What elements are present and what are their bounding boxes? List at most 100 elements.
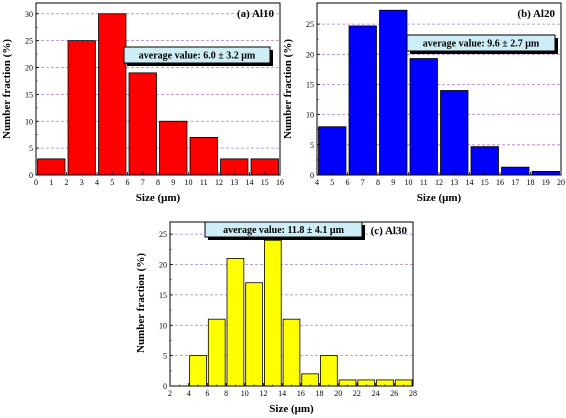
annotation-box xyxy=(123,46,271,64)
x-axis-label: Size (μm) xyxy=(136,192,181,204)
x-tick-label: 2 xyxy=(65,178,69,187)
x-tick-label: 22 xyxy=(353,389,361,398)
y-tick-label: 20 xyxy=(306,50,314,59)
y-tick-label: 10 xyxy=(306,111,314,120)
x-tick-label: 6 xyxy=(126,178,130,187)
x-tick-label: 2 xyxy=(168,389,172,398)
bar xyxy=(207,318,226,387)
bar xyxy=(320,355,338,387)
x-tick-label: 8 xyxy=(224,389,228,398)
bar xyxy=(318,126,347,176)
x-tick-label: 7 xyxy=(361,178,365,187)
bar xyxy=(470,146,499,176)
bar xyxy=(98,13,127,176)
x-tick-label: 6 xyxy=(205,389,209,398)
y-tick-label: 10 xyxy=(159,321,167,330)
bar xyxy=(301,373,320,387)
bar xyxy=(440,90,469,176)
x-tick-label: 5 xyxy=(330,178,334,187)
bar xyxy=(245,282,263,387)
y-tick-label: 15 xyxy=(159,291,167,300)
y-tick-label: 25 xyxy=(159,230,167,239)
bar xyxy=(159,120,188,176)
bar xyxy=(409,58,438,176)
panel-a-chart: 0 1 2 3 4 5 6 7 8 9 10 11 12 13 14 15 16051015202530Size… xyxy=(1,2,284,204)
average-value-annotation: average value: 9.6 ± 2.7 μm xyxy=(423,39,540,50)
average-value-annotation: average value: 11.8 ± 4.1 μm xyxy=(223,225,345,236)
x-tick-label: 13 xyxy=(230,178,238,187)
x-tick-label: 0 xyxy=(34,178,38,187)
panel-label: (c) Al30 xyxy=(371,225,408,237)
x-tick-label: 13 xyxy=(450,178,458,187)
x-tick-label: 18 xyxy=(527,178,535,187)
x-tick-label: 11 xyxy=(420,178,428,187)
y-tick-label: 15 xyxy=(25,90,33,99)
panel-label: (b) Al20 xyxy=(517,8,555,20)
x-tick-label: 14 xyxy=(466,178,474,187)
x-tick-label: 16 xyxy=(496,178,504,187)
bar xyxy=(189,136,218,176)
x-tick-label: 3 xyxy=(80,178,84,187)
x-tick-label: 4 xyxy=(315,178,319,187)
x-tick-label: 10 xyxy=(185,178,193,187)
y-tick-label: 5 xyxy=(310,141,314,150)
y-axis-label: Number fraction (%) xyxy=(135,253,147,353)
x-tick-label: 17 xyxy=(511,178,519,187)
bar xyxy=(189,355,207,387)
y-tick-label: 20 xyxy=(25,64,33,73)
y-tick-label: 0 xyxy=(310,171,314,180)
bar xyxy=(282,318,301,387)
annotation-box xyxy=(204,221,363,238)
bar xyxy=(379,9,408,176)
y-axis-label: Number fraction (%) xyxy=(1,39,13,139)
bar xyxy=(263,239,282,387)
bar xyxy=(128,72,157,176)
y-tick-label: 0 xyxy=(163,382,167,391)
x-tick-label: 12 xyxy=(215,178,223,187)
x-tick-label: 16 xyxy=(297,389,305,398)
x-tick-label: 28 xyxy=(409,389,417,398)
x-tick-label: 11 xyxy=(200,178,208,187)
average-value-annotation: average value: 6.0 ± 3.2 μm xyxy=(139,51,256,62)
y-tick-label: 20 xyxy=(159,261,167,270)
bar xyxy=(348,25,377,176)
x-tick-label: 16 xyxy=(276,178,284,187)
y-tick-label: 25 xyxy=(25,37,33,46)
x-tick-label: 6 xyxy=(346,178,350,187)
bar xyxy=(67,40,96,176)
y-axis-label: Number fraction (%) xyxy=(282,39,294,139)
panel-label: (a) Al10 xyxy=(237,8,274,20)
x-tick-label: 12 xyxy=(435,178,443,187)
x-tick-label: 9 xyxy=(391,178,395,187)
x-tick-label: 8 xyxy=(376,178,380,187)
annotation-box xyxy=(406,34,556,52)
x-tick-label: 10 xyxy=(405,178,413,187)
x-tick-label: 15 xyxy=(261,178,269,187)
x-tick-label: 26 xyxy=(390,389,398,398)
x-tick-label: 14 xyxy=(278,389,286,398)
bar xyxy=(226,258,245,387)
x-tick-label: 4 xyxy=(95,178,99,187)
y-tick-label: 5 xyxy=(29,144,33,153)
y-tick-label: 0 xyxy=(29,171,33,180)
x-tick-label: 1 xyxy=(49,178,53,187)
x-tick-label: 15 xyxy=(481,178,489,187)
y-tick-label: 15 xyxy=(306,80,314,89)
x-tick-label: 18 xyxy=(316,389,324,398)
x-axis-label: Size (μm) xyxy=(269,403,314,415)
x-tick-label: 7 xyxy=(141,178,145,187)
x-axis-label: Size (μm) xyxy=(417,192,462,204)
x-tick-label: 5 xyxy=(110,178,114,187)
x-tick-label: 9 xyxy=(171,178,175,187)
y-tick-label: 5 xyxy=(163,352,167,361)
y-tick-label: 30 xyxy=(25,10,33,19)
x-tick-label: 20 xyxy=(557,178,565,187)
y-tick-label: 25 xyxy=(306,20,314,29)
x-tick-label: 20 xyxy=(334,389,342,398)
x-tick-label: 4 xyxy=(187,389,191,398)
x-tick-label: 24 xyxy=(372,389,380,398)
x-tick-label: 19 xyxy=(542,178,550,187)
x-tick-label: 10 xyxy=(241,389,249,398)
y-tick-label: 10 xyxy=(25,117,33,126)
